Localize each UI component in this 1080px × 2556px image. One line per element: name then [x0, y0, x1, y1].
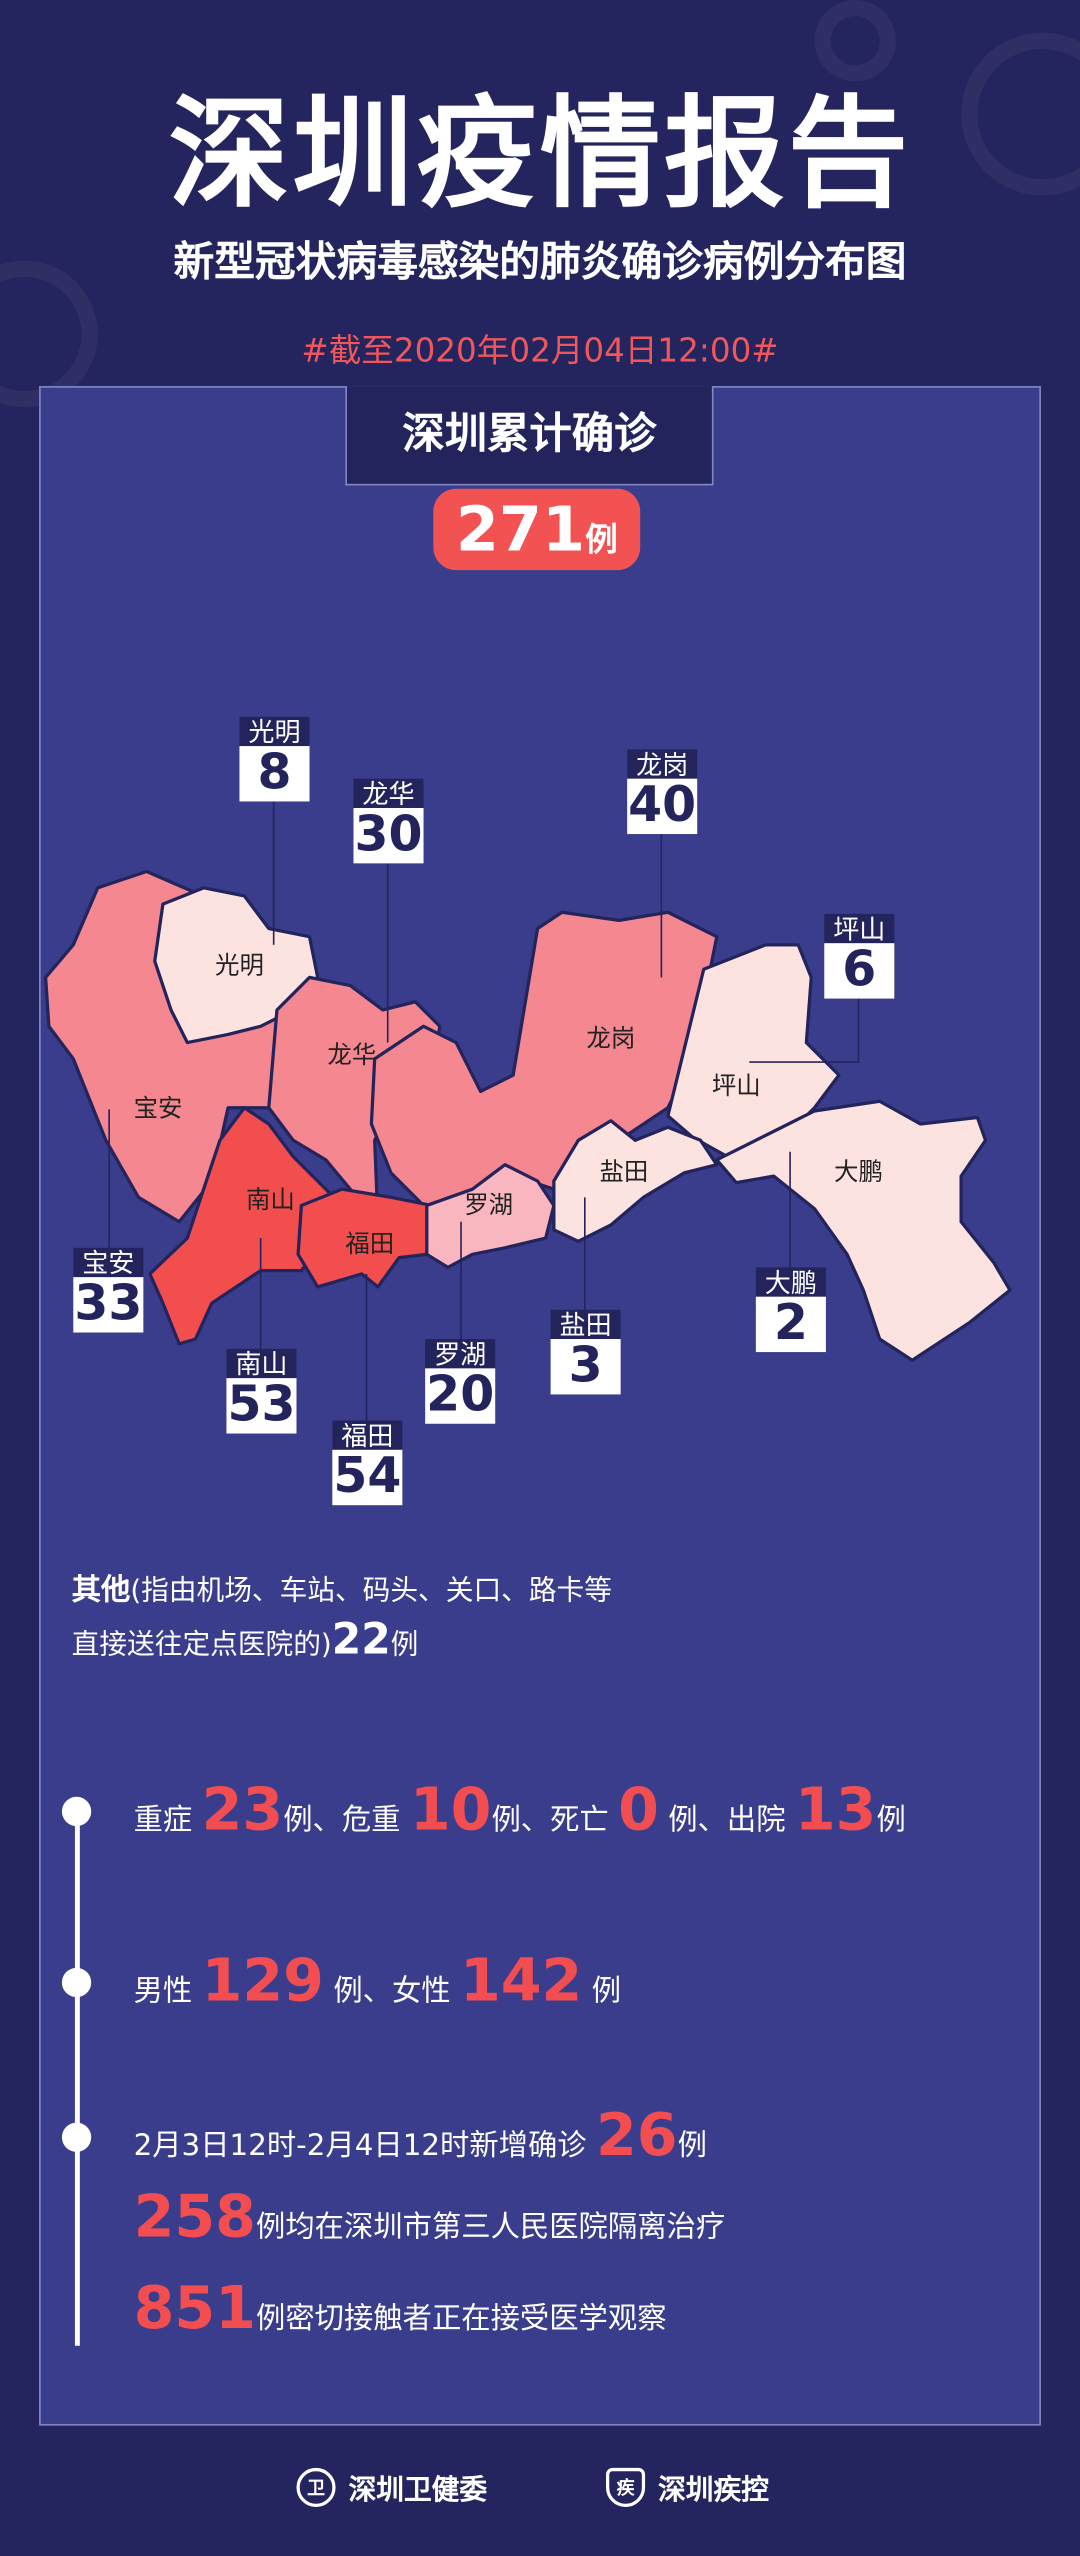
footer-org1-name: 深圳卫健委 — [348, 2474, 488, 2508]
page-title: 深圳疫情报告 — [168, 84, 912, 225]
stat-number: 142 — [459, 1948, 583, 2016]
stat-line: 男性 129 例、女性 142 例 — [133, 1948, 622, 2025]
stat-number: 10 — [409, 1777, 492, 1845]
health-commission-emblem-icon: 卫 — [296, 2467, 336, 2507]
footer-org-health-commission: 卫 深圳卫健委 — [296, 2466, 487, 2507]
stat-text: 2月3日12时-2月4日12时新增确诊 — [133, 2129, 596, 2164]
stat-text: 重症 — [133, 1803, 202, 1838]
stat-text: 例 — [876, 1803, 906, 1838]
district-map — [43, 798, 1012, 1449]
district-label-count: 30 — [353, 806, 424, 864]
stat-text: 例 — [677, 2129, 707, 2164]
district-label-name: 龙岗 — [627, 749, 698, 780]
timeline-dot — [61, 1796, 92, 1827]
stat-number: 26 — [595, 2103, 678, 2170]
stat-line: 258例均在深圳市第三人民医院隔离治疗 — [133, 2184, 726, 2261]
others-unit: 例 — [390, 1629, 419, 1662]
district-count-label: 坪山 6 — [824, 913, 895, 999]
stat-number: 129 — [201, 1948, 324, 2016]
stat-text: 例、出院 — [658, 1803, 795, 1838]
district-map-name: 盐田 — [599, 1157, 649, 1187]
stat-number: 258 — [133, 2184, 257, 2252]
stat-text: 例 — [582, 1974, 622, 2009]
district-label-count: 40 — [627, 777, 698, 835]
district-label-name: 坪山 — [824, 913, 895, 945]
stat-text: 例、危重 — [283, 1803, 410, 1838]
total-confirmed-badge: 271例 — [433, 488, 641, 571]
district-label-count: 8 — [239, 745, 310, 802]
district-count-label: 盐田 3 — [550, 1309, 621, 1395]
content-panel — [39, 386, 1041, 2426]
stat-line: 2月3日12时-2月4日12时新增确诊 26例 — [133, 2103, 707, 2180]
district-label-count: 33 — [73, 1275, 144, 1333]
district-label-name: 宝安 — [73, 1247, 144, 1279]
district-label-name: 盐田 — [550, 1309, 621, 1341]
district-map-name: 宝安 — [133, 1093, 183, 1124]
district-map-name: 坪山 — [711, 1071, 761, 1101]
district-count-label: 南山 53 — [226, 1348, 297, 1434]
district-count-label: 龙华 30 — [353, 778, 424, 864]
page-subtitle: 新型冠状病毒感染的肺炎确诊病例分布图 — [173, 237, 907, 286]
district-region — [552, 1119, 719, 1243]
stat-text: 男性 — [133, 1974, 202, 2009]
district-map-name: 龙岗 — [586, 1023, 636, 1054]
total-confirmed-unit: 例 — [585, 519, 618, 559]
district-label-name: 龙华 — [353, 778, 424, 810]
district-label-count: 2 — [755, 1296, 826, 1353]
footer-org-cdc: 疾 深圳疾控 — [605, 2466, 769, 2508]
total-confirmed-value: 271 — [455, 493, 586, 566]
district-map-name: 福田 — [345, 1229, 395, 1259]
district-count-label: 罗湖 20 — [425, 1339, 496, 1424]
total-confirmed-label: 深圳累计确诊 — [345, 386, 714, 486]
stat-text: 例、死亡 — [491, 1803, 619, 1838]
district-map-name: 光明 — [215, 950, 264, 980]
others-label: 其他 — [71, 1573, 131, 1608]
district-label-count: 53 — [226, 1376, 297, 1434]
timeline-line — [74, 1811, 80, 2346]
stat-number: 851 — [133, 2275, 257, 2343]
stat-number: 23 — [201, 1777, 284, 1845]
stat-line: 重症 23例、危重 10例、死亡 0 例、出院 13例 — [133, 1777, 906, 1854]
district-label-name: 福田 — [332, 1420, 403, 1451]
district-count-label: 光明 8 — [239, 716, 310, 802]
district-count-label: 龙岗 40 — [627, 749, 698, 835]
district-count-label: 宝安 33 — [73, 1247, 144, 1333]
others-line1: (指由机场、车站、码头、关口、路卡等 — [130, 1575, 612, 1608]
district-map-name: 龙华 — [327, 1040, 377, 1070]
district-label-name: 光明 — [239, 716, 310, 748]
stat-text: 例均在深圳市第三人民医院隔离治疗 — [256, 2210, 726, 2245]
others-value: 22 — [331, 1615, 391, 1665]
district-region — [425, 1163, 556, 1269]
district-count-label: 福田 54 — [332, 1420, 403, 1506]
district-map-name: 罗湖 — [464, 1189, 514, 1220]
stat-number: 0 — [618, 1777, 659, 1845]
leader-line — [749, 995, 860, 1063]
district-label-name: 大鹏 — [755, 1267, 826, 1298]
district-label-name: 南山 — [226, 1348, 297, 1380]
district-label-name: 罗湖 — [425, 1339, 496, 1370]
district-label-count: 20 — [425, 1366, 496, 1424]
stat-text: 例、女性 — [323, 1974, 460, 2009]
district-region — [296, 1187, 434, 1289]
stat-line: 851例密切接触者正在接受医学观察 — [134, 2277, 667, 2352]
stat-text: 例密切接触者正在接受医学观察 — [256, 2301, 667, 2336]
stat-number: 13 — [794, 1777, 877, 1845]
as-of-date: #截至2020年02月04日12:00# — [301, 330, 779, 370]
district-map-name: 大鹏 — [834, 1157, 883, 1187]
district-label-count: 3 — [550, 1338, 621, 1395]
timeline-dot — [61, 2122, 92, 2152]
district-count-label: 大鹏 2 — [755, 1267, 826, 1353]
district-label-count: 6 — [824, 942, 895, 999]
district-region — [148, 1106, 336, 1346]
cdc-shield-icon: 疾 — [605, 2467, 646, 2507]
footer-org2-name: 深圳疾控 — [658, 2474, 769, 2508]
district-label-count: 54 — [332, 1448, 403, 1506]
timeline-dot — [61, 1967, 92, 1998]
district-map-name: 南山 — [245, 1185, 295, 1215]
others-note: 其他(指由机场、车站、码头、关口、路卡等 直接送往定点医院的)22例 — [72, 1567, 984, 1670]
others-line2: 直接送往定点医院的) — [71, 1629, 332, 1662]
